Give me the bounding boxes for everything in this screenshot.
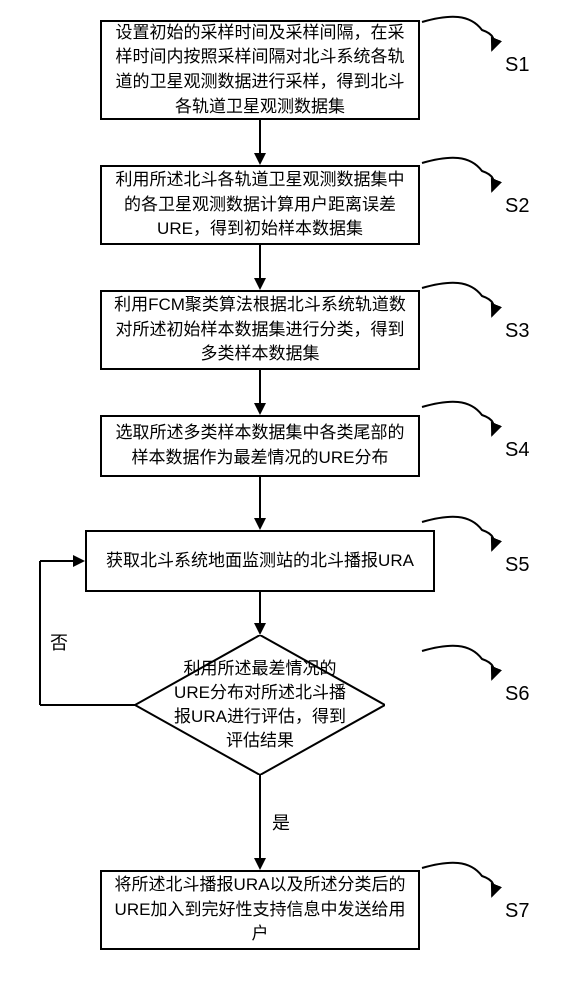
decision-text: 利用所述最差情况的URE分布对所述北斗播报URA进行评估，得到评估结果: [169, 657, 351, 752]
flow-arrow: [259, 370, 261, 405]
step-tag: S3: [505, 320, 529, 343]
step-tag: S6: [505, 683, 529, 706]
step-tag: S7: [505, 900, 529, 923]
step-tag: S1: [505, 54, 529, 77]
arrow-head: [73, 555, 85, 567]
step-tag: S4: [505, 439, 529, 462]
arrow-head: [254, 278, 266, 290]
flow-step: 利用所述北斗各轨道卫星观测数据集中的各卫星观测数据计算用户距离误差URE，得到初…: [100, 165, 420, 245]
arrow-head: [254, 858, 266, 870]
step-text: 设置初始的采样时间及采样间隔，在采样时间内按照采样间隔对北斗系统各轨道的卫星观测…: [112, 21, 408, 120]
flow-step: 利用FCM聚类算法根据北斗系统轨道数对所述初始样本数据集进行分类，得到多类样本数…: [100, 290, 420, 370]
branch-no-label: 否: [50, 629, 68, 655]
flow-line: [39, 561, 41, 705]
flow-arrow: [259, 120, 261, 155]
flow-arrow: [259, 477, 261, 520]
step-text: 将所述北斗播报URA以及所述分类后的URE加入到完好性支持信息中发送给用户: [112, 873, 408, 947]
flow-arrow: [259, 775, 261, 860]
flow-line: [40, 704, 135, 706]
flow-arrow: [259, 245, 261, 280]
arrow-head: [254, 153, 266, 165]
flow-step: 选取所述多类样本数据集中各类尾部的样本数据作为最差情况的URE分布: [100, 415, 420, 477]
flow-step: 获取北斗系统地面监测站的北斗播报URA: [85, 530, 435, 592]
arrow-head: [254, 518, 266, 530]
flow-step: 设置初始的采样时间及采样间隔，在采样时间内按照采样间隔对北斗系统各轨道的卫星观测…: [100, 20, 420, 120]
step-tag: S5: [505, 554, 529, 577]
step-text: 利用FCM聚类算法根据北斗系统轨道数对所述初始样本数据集进行分类，得到多类样本数…: [112, 293, 408, 367]
step-text: 获取北斗系统地面监测站的北斗播报URA: [106, 549, 414, 574]
branch-yes-label: 是: [272, 809, 290, 835]
flow-arrow: [259, 592, 261, 625]
step-text: 选取所述多类样本数据集中各类尾部的样本数据作为最差情况的URE分布: [112, 421, 408, 470]
flow-step: 将所述北斗播报URA以及所述分类后的URE加入到完好性支持信息中发送给用户: [100, 870, 420, 950]
decision-node: 利用所述最差情况的URE分布对所述北斗播报URA进行评估，得到评估结果: [135, 635, 385, 775]
step-tag: S2: [505, 195, 529, 218]
arrow-head: [254, 403, 266, 415]
step-text: 利用所述北斗各轨道卫星观测数据集中的各卫星观测数据计算用户距离误差URE，得到初…: [112, 168, 408, 242]
arrow-head: [254, 623, 266, 635]
